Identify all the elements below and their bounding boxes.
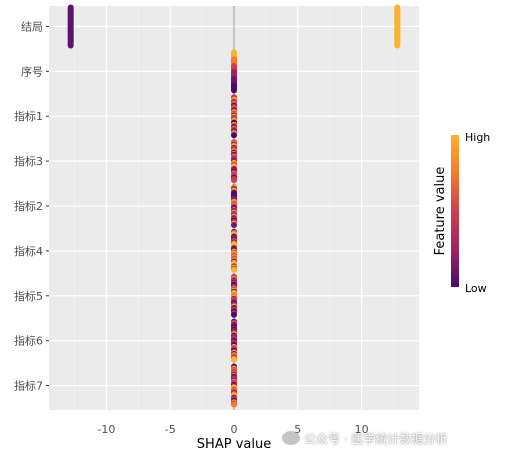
x-tick-label: -10 — [97, 423, 115, 436]
y-tick-label: 指标3 — [14, 154, 43, 168]
x-tick-label: 5 — [294, 423, 301, 436]
shap-point — [67, 42, 74, 49]
shap-point — [231, 356, 237, 363]
y-tick-label: 指标4 — [14, 244, 43, 258]
x-axis-title: SHAP value — [197, 437, 271, 452]
legend-low-label: Low — [465, 282, 487, 295]
y-tick-label: 指标7 — [14, 379, 43, 393]
shap-point — [231, 266, 237, 273]
y-tick-label: 序号 — [21, 64, 43, 78]
y-tick-label: 结局 — [21, 20, 43, 33]
x-tick-label: 10 — [355, 423, 369, 436]
watermark: 公众号 · 医学统计数据分析 — [282, 427, 447, 449]
y-tick-label: 指标5 — [14, 289, 43, 303]
shap-point — [231, 177, 237, 184]
y-tick-label: 指标2 — [14, 199, 43, 213]
y-tick-label: 指标6 — [14, 334, 43, 348]
shap-point — [231, 401, 237, 408]
x-tick-labels: -10 -5 0 5 10 — [97, 423, 368, 436]
shap-point — [231, 87, 237, 94]
y-tick-label: 指标1 — [14, 109, 43, 123]
wechat-icon — [282, 431, 300, 445]
x-tick-label: -5 — [165, 423, 176, 436]
data-points — [67, 4, 401, 408]
shap-point — [231, 222, 237, 228]
shap-point — [394, 42, 401, 49]
legend-title: Feature value — [433, 167, 448, 256]
shap-point — [231, 132, 237, 139]
legend-high-label: High — [465, 131, 490, 144]
legend-colorbar — [451, 135, 459, 287]
watermark-text: 公众号 · 医学统计数据分析 — [304, 431, 448, 446]
x-tick-label: 0 — [231, 423, 238, 436]
shap-point — [231, 311, 237, 318]
